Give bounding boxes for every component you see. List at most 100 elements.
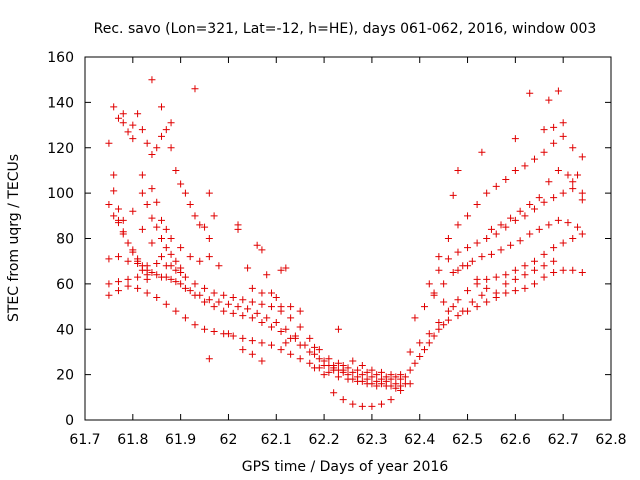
data-point xyxy=(526,200,534,208)
data-point xyxy=(282,339,290,347)
data-point xyxy=(296,307,304,315)
data-point xyxy=(143,200,151,208)
data-point xyxy=(277,266,285,274)
data-point xyxy=(511,166,519,174)
data-point xyxy=(339,362,347,370)
data-point xyxy=(158,103,166,111)
data-point xyxy=(574,171,582,179)
y-tick-label: 20 xyxy=(56,368,74,384)
data-point xyxy=(569,266,577,274)
data-point xyxy=(153,271,161,279)
data-point xyxy=(181,189,189,197)
data-point xyxy=(440,280,448,288)
data-point xyxy=(167,275,175,283)
data-point xyxy=(473,303,481,311)
data-point xyxy=(564,219,572,227)
data-point xyxy=(186,287,194,295)
data-point xyxy=(554,166,562,174)
data-point xyxy=(320,362,328,370)
data-point xyxy=(401,373,409,381)
data-point xyxy=(253,309,261,317)
data-point xyxy=(483,275,491,283)
data-point xyxy=(239,296,247,304)
data-point xyxy=(248,337,256,345)
x-tick-label: 62.5 xyxy=(452,432,483,448)
data-point xyxy=(430,289,438,297)
x-tick-label: 62.7 xyxy=(548,432,579,448)
data-point xyxy=(253,241,261,249)
data-point xyxy=(114,253,122,261)
data-point xyxy=(454,166,462,174)
data-point xyxy=(124,282,132,290)
data-point xyxy=(521,284,529,292)
data-point xyxy=(464,287,472,295)
data-point xyxy=(162,225,170,233)
data-point xyxy=(196,221,204,229)
data-point xyxy=(282,264,290,272)
data-point xyxy=(114,205,122,213)
data-point xyxy=(138,171,146,179)
data-point xyxy=(559,132,567,140)
data-point xyxy=(363,368,371,376)
x-tick-label: 62.6 xyxy=(500,432,531,448)
x-tick-label: 62.2 xyxy=(309,432,340,448)
data-point xyxy=(425,339,433,347)
data-point xyxy=(267,341,275,349)
data-point xyxy=(263,271,271,279)
data-point xyxy=(119,119,127,127)
data-point xyxy=(153,259,161,267)
y-tick-label: 0 xyxy=(65,413,74,429)
data-point xyxy=(559,119,567,127)
data-point xyxy=(473,200,481,208)
data-point xyxy=(296,323,304,331)
data-point xyxy=(540,262,548,270)
data-point xyxy=(306,334,314,342)
data-point xyxy=(138,225,146,233)
data-point xyxy=(244,264,252,272)
x-tick-label: 62.8 xyxy=(595,432,626,448)
data-point xyxy=(334,359,342,367)
data-point xyxy=(530,280,538,288)
data-point xyxy=(124,275,132,283)
data-point xyxy=(368,380,376,388)
data-point xyxy=(545,96,553,104)
data-point xyxy=(205,296,213,304)
data-point xyxy=(449,191,457,199)
data-point xyxy=(559,239,567,247)
data-point xyxy=(569,144,577,152)
data-point xyxy=(334,325,342,333)
data-point xyxy=(162,273,170,281)
data-point xyxy=(229,332,237,340)
data-point xyxy=(167,250,175,258)
data-point xyxy=(416,339,424,347)
data-point xyxy=(215,262,223,270)
data-point xyxy=(138,126,146,134)
data-point xyxy=(339,368,347,376)
data-point xyxy=(435,253,443,261)
data-point xyxy=(411,314,419,322)
data-point xyxy=(397,382,405,390)
data-point xyxy=(306,359,314,367)
data-point xyxy=(248,314,256,322)
data-point xyxy=(487,250,495,258)
data-point xyxy=(148,185,156,193)
y-tick-label: 100 xyxy=(47,186,74,202)
data-point xyxy=(162,244,170,252)
data-point xyxy=(492,273,500,281)
data-point xyxy=(234,303,242,311)
data-point xyxy=(201,298,209,306)
data-point xyxy=(349,375,357,383)
data-point xyxy=(478,148,486,156)
data-point xyxy=(306,348,314,356)
data-point xyxy=(258,357,266,365)
data-point xyxy=(148,76,156,84)
data-point xyxy=(129,207,137,215)
data-point xyxy=(454,221,462,229)
data-point xyxy=(454,296,462,304)
data-point xyxy=(535,194,543,202)
data-point xyxy=(124,239,132,247)
data-point xyxy=(172,266,180,274)
data-point xyxy=(454,266,462,274)
data-point xyxy=(205,235,213,242)
data-point xyxy=(464,244,472,252)
